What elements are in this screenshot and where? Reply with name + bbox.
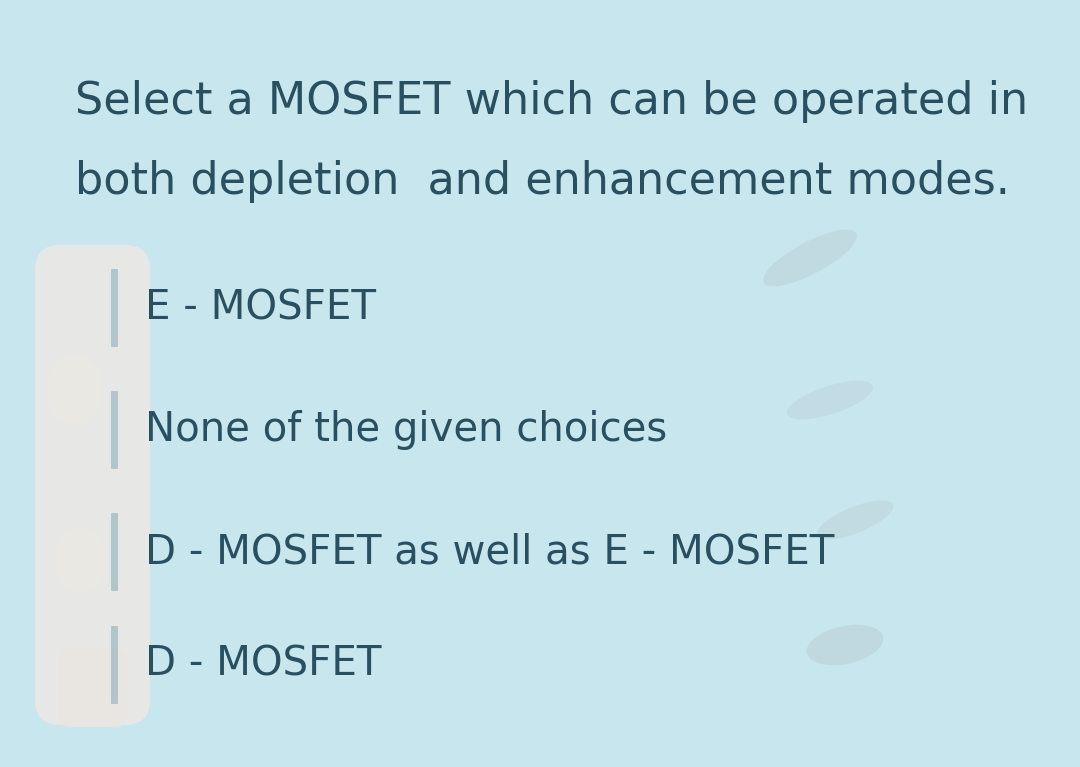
Ellipse shape <box>48 355 103 425</box>
FancyBboxPatch shape <box>111 269 118 347</box>
Ellipse shape <box>816 501 893 539</box>
FancyBboxPatch shape <box>111 391 118 469</box>
FancyBboxPatch shape <box>111 626 118 704</box>
Ellipse shape <box>787 380 873 420</box>
FancyBboxPatch shape <box>58 648 127 727</box>
Text: D - MOSFET as well as E - MOSFET: D - MOSFET as well as E - MOSFET <box>145 532 835 572</box>
Text: None of the given choices: None of the given choices <box>145 410 667 450</box>
FancyBboxPatch shape <box>111 513 118 591</box>
Text: E - MOSFET: E - MOSFET <box>145 288 376 328</box>
Ellipse shape <box>55 528 105 592</box>
Ellipse shape <box>807 625 883 665</box>
Text: Select a MOSFET which can be operated in: Select a MOSFET which can be operated in <box>75 80 1028 123</box>
Ellipse shape <box>764 229 856 286</box>
Text: D - MOSFET: D - MOSFET <box>145 645 381 685</box>
FancyBboxPatch shape <box>35 245 150 725</box>
Text: both depletion  and enhancement modes.: both depletion and enhancement modes. <box>75 160 1010 203</box>
